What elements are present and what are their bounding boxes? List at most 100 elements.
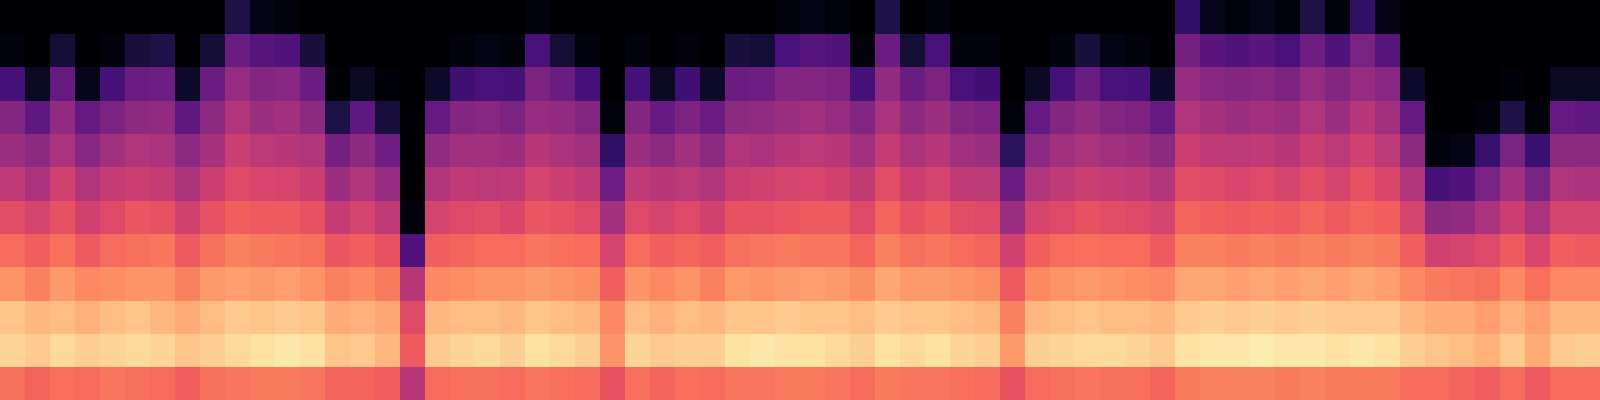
cell bbox=[575, 333, 601, 367]
cell bbox=[1525, 200, 1551, 234]
cell bbox=[1325, 100, 1351, 134]
cell bbox=[650, 167, 676, 201]
cell bbox=[650, 267, 676, 301]
cell bbox=[200, 200, 226, 234]
cell bbox=[625, 300, 651, 334]
cell bbox=[450, 67, 476, 101]
cell bbox=[1225, 167, 1251, 201]
cell bbox=[1200, 33, 1226, 67]
cell bbox=[1250, 133, 1276, 167]
cell bbox=[1525, 133, 1551, 167]
cell bbox=[750, 0, 776, 34]
cell bbox=[700, 200, 726, 234]
cell bbox=[700, 133, 726, 167]
cell bbox=[650, 33, 676, 67]
cell bbox=[300, 167, 326, 201]
cell bbox=[550, 100, 576, 134]
cell bbox=[750, 333, 776, 367]
cell bbox=[525, 167, 551, 201]
cell bbox=[300, 133, 326, 167]
cell bbox=[1500, 167, 1526, 201]
cell bbox=[1575, 200, 1600, 234]
cell bbox=[175, 133, 201, 167]
cell bbox=[1450, 333, 1476, 367]
cell bbox=[350, 67, 376, 101]
cell bbox=[875, 33, 901, 67]
cell bbox=[1075, 267, 1101, 301]
cell bbox=[475, 133, 501, 167]
cell bbox=[775, 267, 801, 301]
cell bbox=[825, 267, 851, 301]
cell bbox=[1175, 300, 1201, 334]
cell bbox=[900, 100, 926, 134]
cell bbox=[825, 100, 851, 134]
cell bbox=[1050, 133, 1076, 167]
cell bbox=[550, 33, 576, 67]
cell bbox=[1150, 300, 1176, 334]
cell bbox=[1150, 67, 1176, 101]
cell bbox=[1275, 100, 1301, 134]
cell bbox=[450, 367, 476, 400]
cell bbox=[900, 233, 926, 267]
cell bbox=[1400, 300, 1426, 334]
cell bbox=[1525, 267, 1551, 301]
cell bbox=[1300, 100, 1326, 134]
cell bbox=[775, 300, 801, 334]
cell bbox=[725, 100, 751, 134]
cell bbox=[50, 300, 76, 334]
cell bbox=[50, 233, 76, 267]
cell bbox=[350, 133, 376, 167]
cell bbox=[1225, 367, 1251, 400]
cell bbox=[375, 67, 401, 101]
cell bbox=[1200, 67, 1226, 101]
cell bbox=[1575, 267, 1600, 301]
cell bbox=[25, 300, 51, 334]
cell bbox=[700, 333, 726, 367]
cell bbox=[1000, 167, 1026, 201]
cell bbox=[1225, 67, 1251, 101]
cell bbox=[500, 33, 526, 67]
cell bbox=[100, 300, 126, 334]
cell bbox=[600, 67, 626, 101]
cell bbox=[100, 33, 126, 67]
cell bbox=[975, 0, 1001, 34]
cell bbox=[500, 233, 526, 267]
cell bbox=[1500, 367, 1526, 400]
cell bbox=[825, 67, 851, 101]
cell bbox=[1075, 200, 1101, 234]
cell bbox=[1075, 133, 1101, 167]
cell bbox=[200, 367, 226, 400]
cell bbox=[725, 300, 751, 334]
cell bbox=[1125, 133, 1151, 167]
cell bbox=[375, 233, 401, 267]
cell bbox=[1575, 333, 1600, 367]
cell bbox=[1300, 367, 1326, 400]
cell bbox=[325, 0, 351, 34]
cell bbox=[250, 167, 276, 201]
cell bbox=[350, 367, 376, 400]
cell bbox=[225, 333, 251, 367]
cell bbox=[1125, 233, 1151, 267]
cell bbox=[375, 333, 401, 367]
cell bbox=[625, 0, 651, 34]
cell bbox=[1150, 267, 1176, 301]
cell bbox=[175, 267, 201, 301]
cell bbox=[875, 67, 901, 101]
cell bbox=[850, 133, 876, 167]
cell bbox=[525, 100, 551, 134]
cell bbox=[1100, 67, 1126, 101]
cell bbox=[400, 0, 426, 34]
cell bbox=[1425, 200, 1451, 234]
cell bbox=[1400, 67, 1426, 101]
cell bbox=[1025, 233, 1051, 267]
cell bbox=[900, 133, 926, 167]
cell bbox=[875, 333, 901, 367]
cell bbox=[550, 233, 576, 267]
cell bbox=[100, 233, 126, 267]
cell bbox=[350, 33, 376, 67]
cell bbox=[1525, 367, 1551, 400]
cell bbox=[750, 33, 776, 67]
cell bbox=[0, 33, 26, 67]
cell bbox=[1350, 167, 1376, 201]
cell bbox=[500, 367, 526, 400]
